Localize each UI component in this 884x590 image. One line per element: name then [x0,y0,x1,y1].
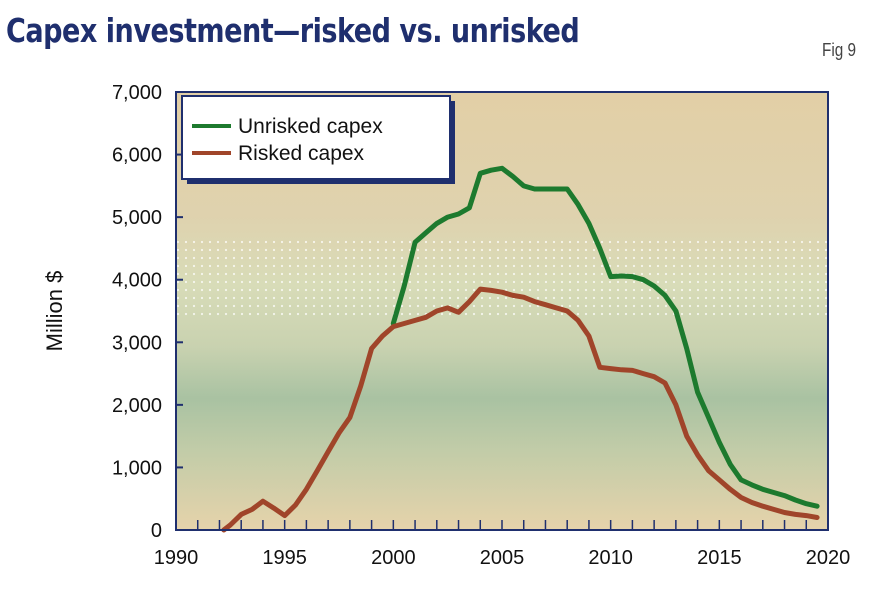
x-tick-label: 1990 [154,547,199,569]
y-axis-title: Million $ [42,271,67,352]
y-tick-label: 5,000 [112,207,162,229]
chart-title: Capex investment—risked vs. unrisked [6,11,580,50]
x-axis: 1990 1995 2000 2005 2010 2015 2020 [154,520,851,569]
y-axis: 0 1,000 2,000 3,000 4,000 5,000 6,000 7,000 [112,82,183,542]
unrisked-capex-line [390,165,820,509]
legend: Unrisked capex Risked capex [181,95,455,184]
x-tick-label: 2000 [371,547,416,569]
x-tick-label: 2005 [480,547,525,569]
y-tick-label: 3,000 [112,332,162,354]
dotted-band [176,238,828,316]
legend-box [181,95,451,180]
legend-label-unrisked: Unrisked capex [238,115,383,138]
legend-label-risked: Risked capex [238,142,365,165]
figure-number: Fig 9 [821,40,856,60]
x-tick-label: 1995 [262,547,307,569]
x-tick-label: 2010 [588,547,633,569]
series-lines [221,165,820,533]
plot-frame [175,91,829,531]
y-tick-label: 1,000 [112,457,162,479]
y-tick-label: 7,000 [112,82,162,104]
risked-capex-line [221,286,820,533]
y-tick-label: 6,000 [112,145,162,167]
x-tick-label: 2020 [806,547,851,569]
y-tick-label: 2,000 [112,395,162,417]
x-tick-label: 2015 [697,547,742,569]
y-tick-label: 0 [151,520,162,542]
y-tick-label: 4,000 [112,270,162,292]
